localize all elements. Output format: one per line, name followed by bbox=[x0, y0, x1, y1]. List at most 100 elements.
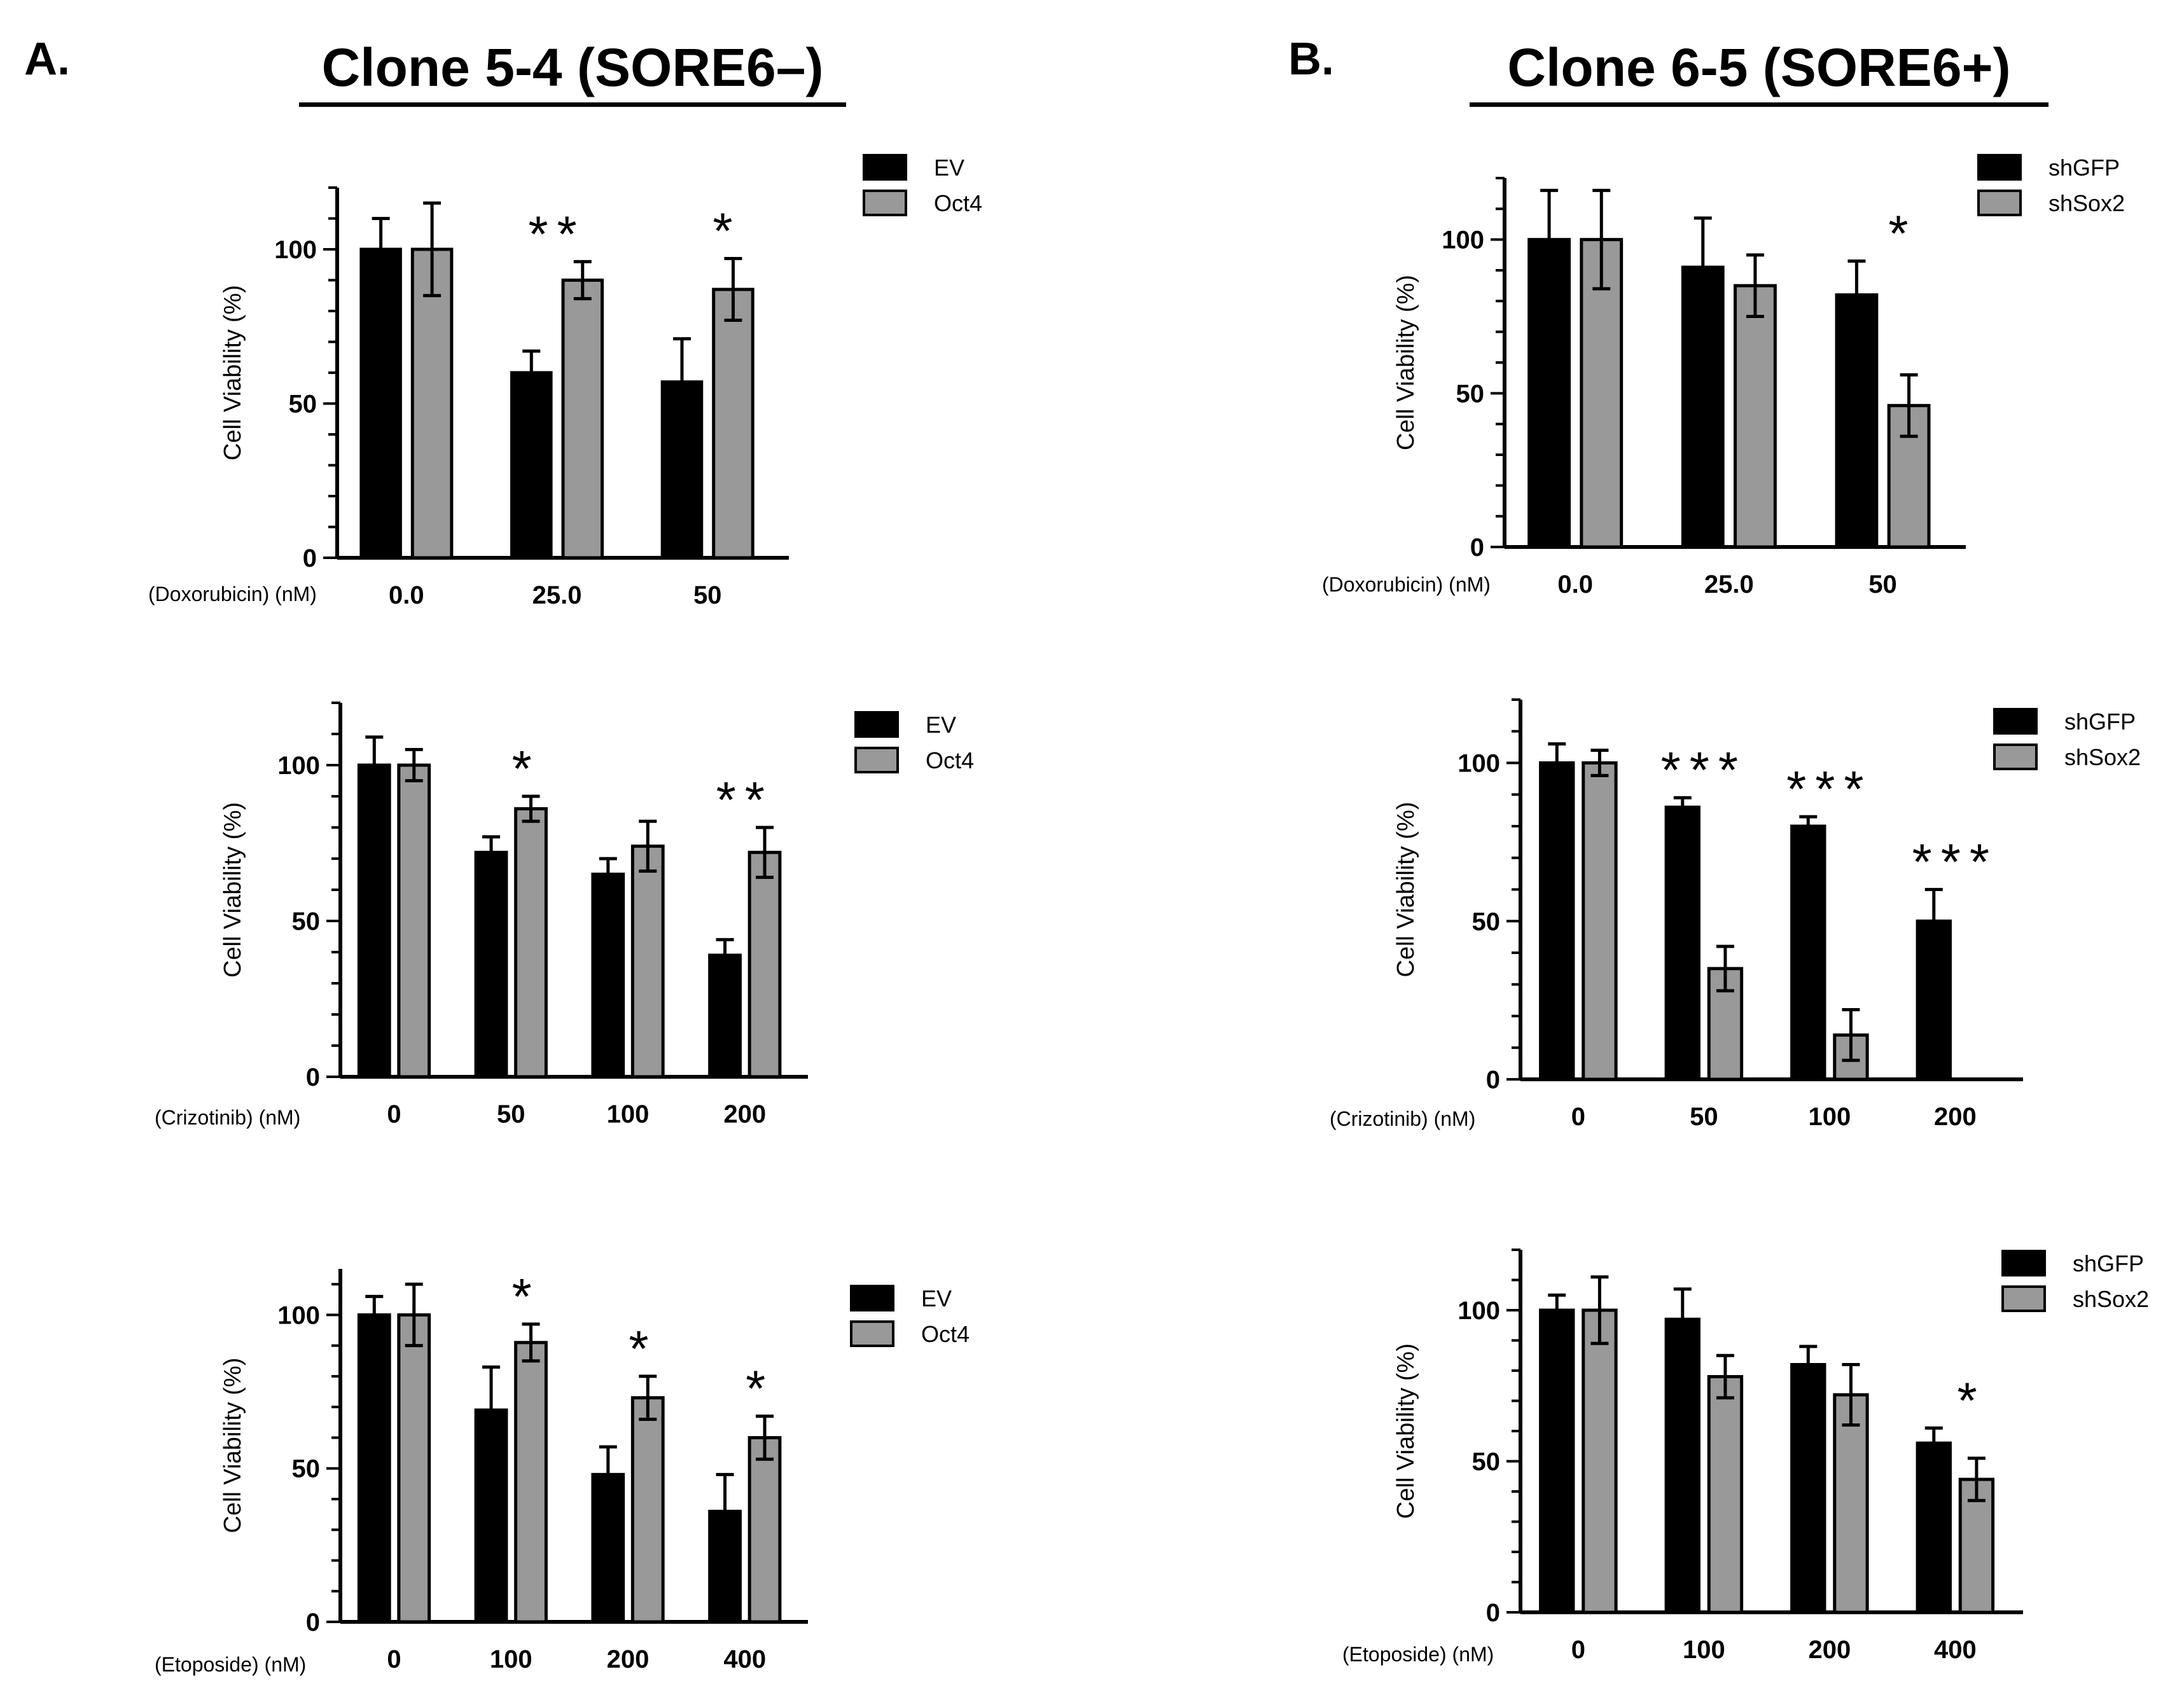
a-etoposide-bar-oct4 bbox=[397, 1313, 431, 1624]
b-crizotinib-significance: *** bbox=[1661, 742, 1747, 798]
b-crizotinib-y-label: Cell Viability (%) bbox=[1393, 802, 1419, 978]
a-doxorubicin-legend-label-oct4: Oct4 bbox=[934, 190, 982, 216]
b-doxorubicin-x-tick-label: 25.0 bbox=[1704, 571, 1754, 598]
b-etoposide-x-label: (Etoposide) (nM) bbox=[1342, 1643, 1494, 1666]
b-doxorubicin-y-tick-label: 0 bbox=[1470, 534, 1484, 562]
a-crizotinib-x-label: (Crizotinib) (nM) bbox=[155, 1106, 300, 1129]
b-etoposide-bar-shgfp bbox=[1539, 1308, 1575, 1614]
panel-a-letter: A. bbox=[24, 34, 70, 85]
b-crizotinib-legend-label-shsox2: shSox2 bbox=[2064, 744, 2141, 770]
panel-a-title: Clone 5-4 (SORE6–) bbox=[299, 37, 846, 107]
b-doxorubicin-legend-label-shsox2: shSox2 bbox=[2048, 190, 2125, 216]
a-crizotinib-x-tick-label: 50 bbox=[497, 1100, 525, 1128]
a-etoposide-x-tick-label: 400 bbox=[723, 1645, 766, 1673]
panel-b-letter: B. bbox=[1288, 34, 1334, 85]
a-etoposide-x-tick-label: 200 bbox=[607, 1645, 650, 1673]
b-etoposide-y-tick-label: 100 bbox=[1457, 1297, 1500, 1325]
b-etoposide-bar-shsox2 bbox=[1582, 1308, 1618, 1614]
a-etoposide-legend-swatch-oct4 bbox=[850, 1320, 894, 1347]
a-doxorubicin-y-tick-label: 0 bbox=[303, 544, 317, 572]
a-crizotinib-y-tick-label: 0 bbox=[306, 1063, 320, 1091]
a-doxorubicin-bar-oct4 bbox=[561, 279, 604, 560]
a-etoposide-y-tick-label: 0 bbox=[306, 1609, 320, 1636]
a-crizotinib-y-label: Cell Viability (%) bbox=[219, 802, 246, 978]
a-doxorubicin-x-tick-label: 25.0 bbox=[532, 581, 582, 609]
b-crizotinib-bar-shgfp bbox=[1664, 805, 1701, 1081]
a-crizotinib-bar-ev bbox=[591, 873, 625, 1079]
b-crizotinib-significance: *** bbox=[1912, 834, 1998, 890]
b-doxorubicin-significance: * bbox=[1888, 205, 1917, 262]
b-etoposide-bar-shsox2 bbox=[1833, 1393, 1869, 1614]
b-doxorubicin-legend-label-shgfp: shGFP bbox=[2048, 155, 2120, 181]
b-etoposide-legend-swatch-shgfp bbox=[2001, 1250, 2046, 1276]
b-etoposide-bar-shsox2 bbox=[1707, 1375, 1744, 1614]
a-crizotinib-bar-oct4 bbox=[397, 763, 431, 1079]
b-doxorubicin-legend-swatch-shgfp bbox=[1977, 154, 2022, 181]
b-crizotinib-y-tick-label: 50 bbox=[1472, 908, 1501, 936]
b-doxorubicin-x-tick-label: 0.0 bbox=[1557, 571, 1593, 598]
a-crizotinib-x-tick-label: 100 bbox=[607, 1100, 650, 1128]
a-doxorubicin-significance: * bbox=[713, 203, 741, 259]
b-crizotinib-x-tick-label: 50 bbox=[1690, 1103, 1718, 1131]
a-crizotinib-bar-ev bbox=[357, 763, 391, 1079]
b-crizotinib-bar-shsox2 bbox=[1582, 761, 1618, 1081]
b-crizotinib-legend-swatch-shgfp bbox=[1993, 708, 2038, 735]
b-etoposide-x-tick-label: 0 bbox=[1571, 1636, 1585, 1664]
b-doxorubicin-x-label: (Doxorubicin) (nM) bbox=[1322, 573, 1491, 596]
panel-b-title: Clone 6-5 (SORE6+) bbox=[1470, 37, 2048, 107]
b-etoposide-legend-swatch-shsox2 bbox=[2001, 1285, 2046, 1312]
a-etoposide-significance: * bbox=[746, 1360, 774, 1417]
a-etoposide-significance: * bbox=[629, 1320, 657, 1377]
b-doxorubicin-bar-shgfp bbox=[1835, 293, 1879, 549]
a-etoposide-bar-ev bbox=[357, 1313, 391, 1624]
a-crizotinib-legend-swatch-oct4 bbox=[854, 747, 899, 773]
b-etoposide-bar-shgfp bbox=[1916, 1441, 1952, 1614]
a-etoposide-legend-label-ev: EV bbox=[921, 1285, 952, 1311]
a-doxorubicin-bar-ev bbox=[510, 371, 553, 560]
b-etoposide-x-tick-label: 100 bbox=[1683, 1636, 1725, 1664]
a-etoposide-bar-oct4 bbox=[514, 1341, 548, 1624]
b-crizotinib-bar-shgfp bbox=[1539, 761, 1575, 1081]
b-doxorubicin-legend-swatch-shsox2 bbox=[1977, 190, 2022, 216]
a-crizotinib-x-tick-label: 200 bbox=[723, 1100, 766, 1128]
a-etoposide-y-tick-label: 100 bbox=[277, 1301, 320, 1329]
a-crizotinib-y-tick-label: 100 bbox=[277, 752, 320, 780]
a-doxorubicin-legend-label-ev: EV bbox=[934, 155, 964, 181]
b-etoposide-y-tick-label: 0 bbox=[1486, 1599, 1500, 1627]
a-crizotinib-legend-label-oct4: Oct4 bbox=[926, 747, 974, 773]
a-etoposide-significance: * bbox=[512, 1268, 541, 1325]
b-doxorubicin-bar-shsox2 bbox=[1580, 238, 1624, 549]
a-doxorubicin-bar-ev bbox=[359, 247, 402, 560]
a-crizotinib-legend-swatch-ev bbox=[854, 711, 899, 738]
a-crizotinib-bar-oct4 bbox=[748, 850, 782, 1079]
b-crizotinib-x-tick-label: 200 bbox=[1934, 1103, 1977, 1131]
a-etoposide-bar-oct4 bbox=[748, 1436, 782, 1624]
b-etoposide-legend-label-shgfp: shGFP bbox=[2073, 1250, 2144, 1276]
b-etoposide-y-label: Cell Viability (%) bbox=[1393, 1343, 1419, 1519]
a-doxorubicin-x-tick-label: 50 bbox=[693, 581, 722, 609]
b-doxorubicin-y-tick-label: 50 bbox=[1456, 380, 1485, 408]
a-etoposide-y-tick-label: 50 bbox=[292, 1455, 321, 1483]
b-crizotinib-significance: *** bbox=[1786, 761, 1872, 817]
b-crizotinib-y-tick-label: 100 bbox=[1457, 750, 1500, 778]
b-crizotinib-bar-shgfp bbox=[1790, 824, 1826, 1081]
a-crizotinib-x-tick-label: 0 bbox=[387, 1100, 401, 1128]
a-doxorubicin-legend-swatch-oct4 bbox=[863, 190, 907, 216]
a-etoposide-x-tick-label: 100 bbox=[490, 1645, 532, 1673]
b-crizotinib-x-label: (Crizotinib) (nM) bbox=[1330, 1107, 1475, 1130]
b-etoposide-legend-label-shsox2: shSox2 bbox=[2073, 1286, 2149, 1312]
a-etoposide-bar-oct4 bbox=[630, 1396, 665, 1624]
a-doxorubicin-y-label: Cell Viability (%) bbox=[219, 285, 246, 460]
a-doxorubicin-x-tick-label: 0.0 bbox=[389, 581, 424, 609]
a-etoposide-y-label: Cell Viability (%) bbox=[219, 1358, 246, 1533]
b-doxorubicin-y-tick-label: 100 bbox=[1442, 226, 1484, 254]
b-doxorubicin-y-label: Cell Viability (%) bbox=[1393, 275, 1419, 450]
b-doxorubicin-x-tick-label: 50 bbox=[1868, 571, 1897, 598]
a-crizotinib-significance: * bbox=[512, 740, 541, 797]
a-doxorubicin-bar-oct4 bbox=[712, 287, 755, 560]
b-crizotinib-x-tick-label: 0 bbox=[1571, 1103, 1585, 1131]
b-crizotinib-x-tick-label: 100 bbox=[1808, 1103, 1851, 1131]
a-crizotinib-bar-ev bbox=[708, 953, 742, 1079]
a-doxorubicin-y-tick-label: 100 bbox=[274, 236, 317, 264]
